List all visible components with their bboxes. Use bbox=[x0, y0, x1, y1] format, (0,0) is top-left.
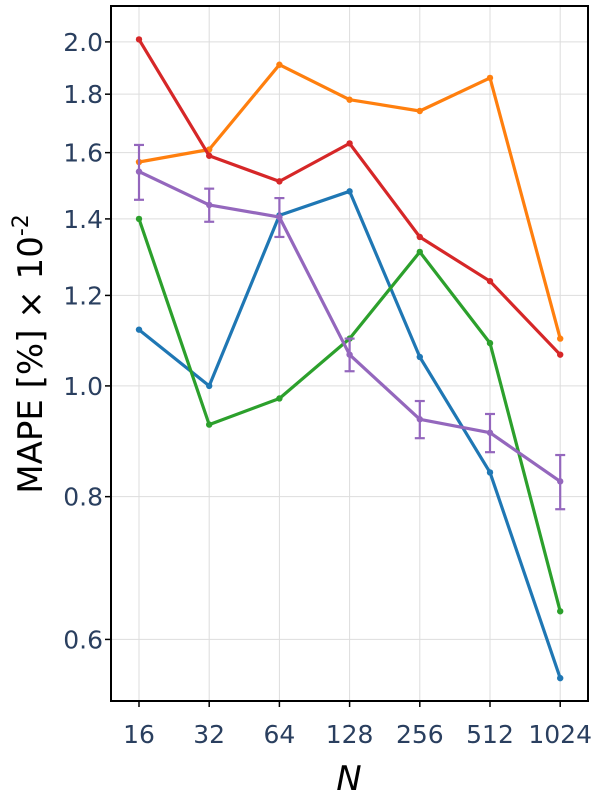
data-point bbox=[486, 74, 494, 82]
series-1 bbox=[135, 188, 564, 682]
x-tick-label: 256 bbox=[396, 720, 444, 749]
data-point bbox=[557, 478, 564, 485]
x-axis-label: N bbox=[336, 759, 361, 799]
data-point bbox=[346, 96, 353, 103]
y-axis-label: MAPE [%] × 10-2 bbox=[9, 214, 51, 494]
data-point bbox=[135, 215, 143, 223]
y-tick-label: 0.8 bbox=[63, 483, 103, 512]
data-point bbox=[346, 188, 353, 195]
series-lines bbox=[134, 36, 566, 682]
y-tick-labels: 0.6 0.8 1.0 1.2 1.4 1.6 1.8 2.0 bbox=[63, 28, 111, 654]
y-tick-label: 1.8 bbox=[63, 80, 103, 109]
y-tick-label: 0.6 bbox=[63, 625, 103, 654]
data-point bbox=[276, 178, 283, 185]
data-point bbox=[276, 61, 283, 68]
y-tick-label: 1.0 bbox=[63, 372, 103, 401]
data-point bbox=[416, 233, 423, 241]
y-tick-label: 1.4 bbox=[63, 205, 103, 234]
data-point bbox=[416, 248, 423, 256]
data-point bbox=[135, 326, 143, 333]
data-point bbox=[276, 395, 283, 402]
data-point bbox=[276, 213, 283, 221]
x-tick-labels: 16 32 64 128 256 512 1024 bbox=[123, 701, 592, 749]
x-tick-label: 128 bbox=[326, 720, 374, 749]
data-point bbox=[486, 277, 494, 285]
data-point bbox=[206, 201, 213, 209]
data-point bbox=[206, 382, 213, 390]
y-axis-label-exponent: -2 bbox=[9, 214, 34, 236]
x-tick-label: 512 bbox=[466, 720, 514, 749]
x-tick-label: 16 bbox=[123, 720, 155, 749]
data-point bbox=[206, 152, 213, 159]
data-point bbox=[486, 469, 494, 476]
data-point bbox=[486, 339, 494, 347]
x-tick-label: 1024 bbox=[528, 720, 592, 749]
data-point bbox=[557, 351, 564, 358]
data-point bbox=[557, 608, 564, 615]
x-tick-label: 32 bbox=[193, 720, 225, 749]
series-4 bbox=[135, 36, 564, 358]
data-point bbox=[486, 429, 494, 436]
y-axis-label-main: MAPE [%] × 10 bbox=[11, 236, 51, 494]
data-point bbox=[346, 140, 353, 147]
data-point bbox=[416, 107, 423, 115]
y-tick-label: 1.2 bbox=[63, 281, 103, 310]
data-point bbox=[346, 351, 353, 358]
data-point bbox=[557, 335, 564, 342]
data-point bbox=[135, 168, 143, 175]
y-tick-label: 1.6 bbox=[63, 139, 103, 168]
data-point bbox=[135, 36, 143, 43]
data-point bbox=[416, 416, 423, 423]
data-point bbox=[416, 353, 423, 361]
x-tick-label: 64 bbox=[263, 720, 295, 749]
data-point bbox=[206, 421, 213, 428]
series-5 bbox=[134, 143, 566, 511]
y-tick-label: 2.0 bbox=[63, 28, 103, 57]
data-point bbox=[557, 674, 564, 682]
